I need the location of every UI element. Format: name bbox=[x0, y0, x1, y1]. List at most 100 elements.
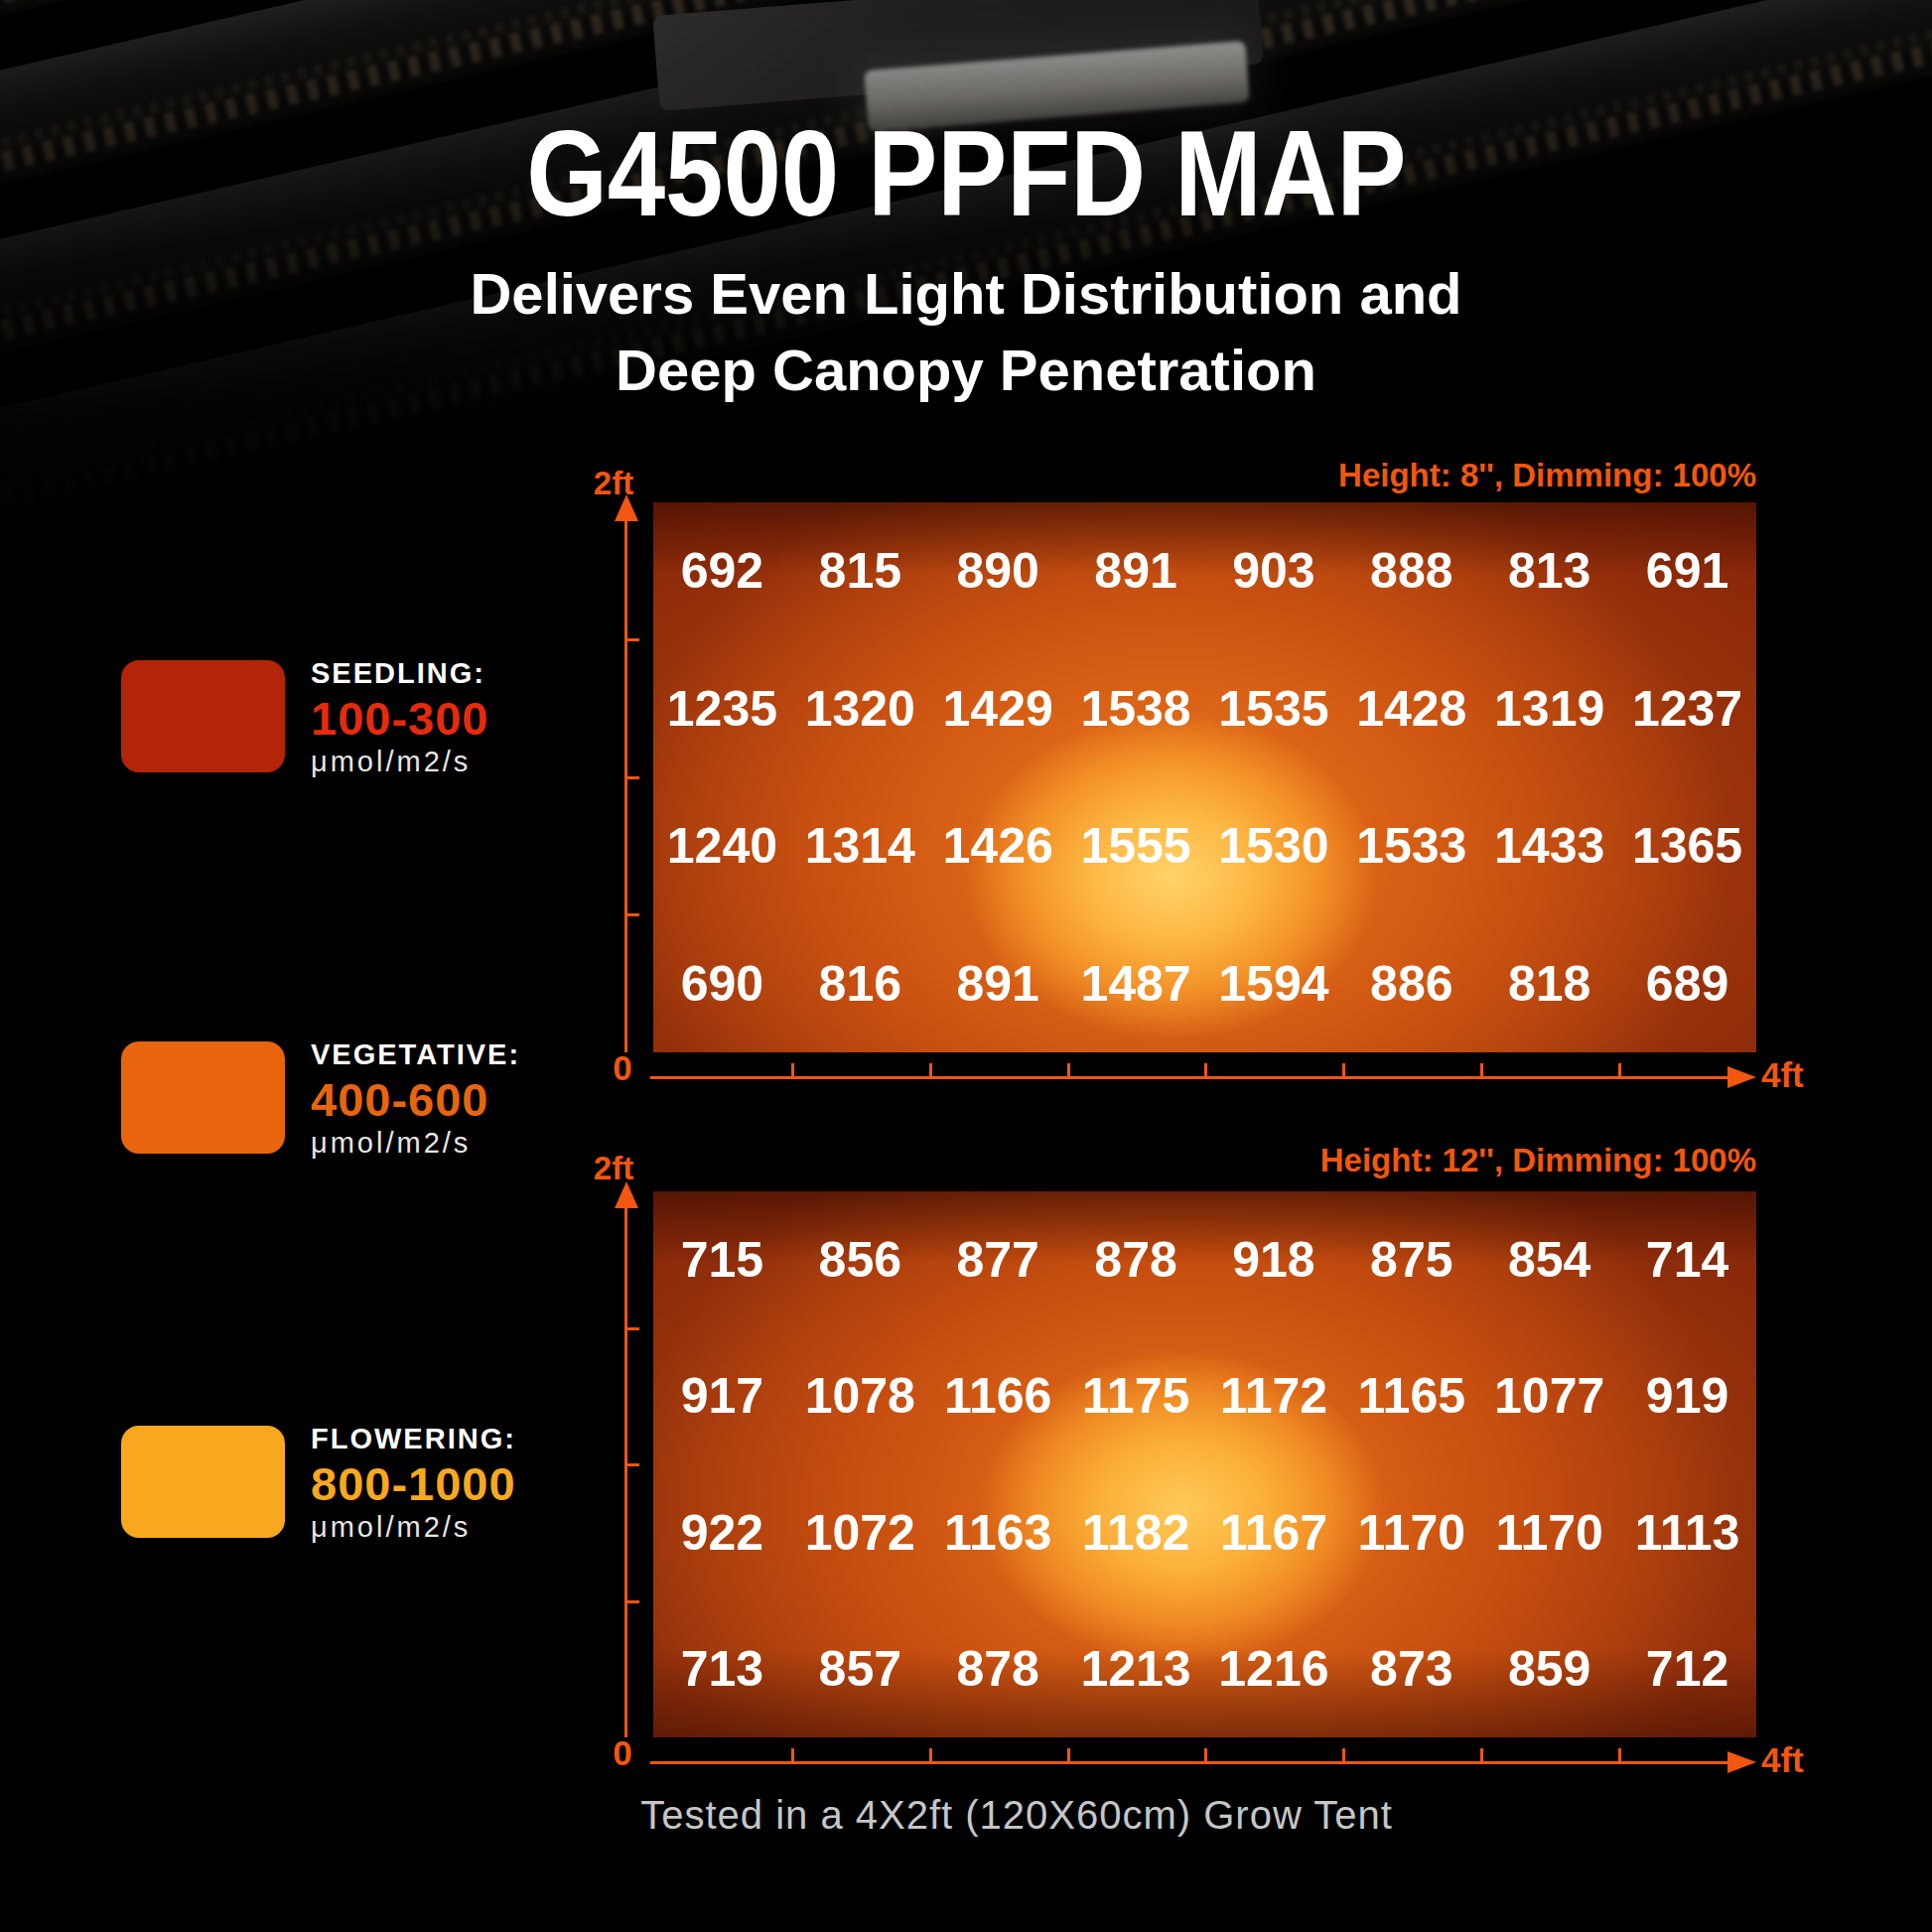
ppfd-value: 691 bbox=[1618, 502, 1756, 640]
ppfd-value: 891 bbox=[929, 915, 1067, 1053]
subtitle-line-1: Delivers Even Light Distribution and bbox=[0, 255, 1932, 332]
flowering-swatch bbox=[121, 1426, 285, 1538]
ppfd-value: 1535 bbox=[1205, 640, 1343, 778]
chart2-ytick bbox=[627, 1327, 639, 1330]
ppfd-value: 1320 bbox=[791, 640, 929, 778]
ppfd-value: 1426 bbox=[929, 777, 1067, 915]
chart1-origin-label: 0 bbox=[601, 1048, 644, 1088]
chart1-xtick bbox=[1480, 1063, 1483, 1076]
chart2-heatmap: 7158568778789188758547149171078116611751… bbox=[653, 1191, 1756, 1737]
ppfd-value: 1235 bbox=[653, 640, 791, 778]
ppfd-value: 918 bbox=[1205, 1191, 1343, 1328]
vegetative-swatch bbox=[121, 1041, 285, 1154]
ppfd-value: 1175 bbox=[1067, 1328, 1205, 1465]
chart1-xtick bbox=[929, 1063, 932, 1076]
ppfd-value: 1433 bbox=[1480, 777, 1618, 915]
ppfd-value: 875 bbox=[1342, 1191, 1480, 1328]
ppfd-value: 1237 bbox=[1618, 640, 1756, 778]
vegetative-range: 400-600 bbox=[311, 1075, 728, 1125]
chart1-header: Height: 8'', Dimming: 100% bbox=[653, 457, 1756, 494]
ppfd-value: 878 bbox=[929, 1601, 1067, 1738]
seedling-swatch bbox=[121, 660, 285, 772]
ppfd-value: 1172 bbox=[1205, 1328, 1343, 1465]
ppfd-value: 1167 bbox=[1205, 1464, 1343, 1601]
chart2-origin-label: 0 bbox=[601, 1733, 644, 1773]
chart2-ytick bbox=[627, 1600, 639, 1603]
chart1-xtick bbox=[1204, 1063, 1207, 1076]
chart1-yaxis bbox=[624, 519, 627, 1052]
chart1-xtick bbox=[1342, 1063, 1345, 1076]
chart2-yaxis-arrow bbox=[615, 1181, 638, 1208]
ppfd-value: 1170 bbox=[1480, 1464, 1618, 1601]
chart2-xtick bbox=[1342, 1748, 1345, 1761]
ppfd-value: 713 bbox=[653, 1601, 791, 1738]
chart1-xtick bbox=[791, 1063, 794, 1076]
chart1-xaxis-arrow bbox=[1727, 1066, 1756, 1088]
ppfd-value: 1365 bbox=[1618, 777, 1756, 915]
ppfd-value: 919 bbox=[1618, 1328, 1756, 1465]
ppfd-value: 1429 bbox=[929, 640, 1067, 778]
ppfd-value: 854 bbox=[1480, 1191, 1618, 1328]
ppfd-value: 1216 bbox=[1205, 1601, 1343, 1738]
ppfd-value: 873 bbox=[1342, 1601, 1480, 1738]
ppfd-value: 692 bbox=[653, 502, 791, 640]
ppfd-value: 903 bbox=[1205, 502, 1343, 640]
ppfd-value: 1163 bbox=[929, 1464, 1067, 1601]
ppfd-value: 1182 bbox=[1067, 1464, 1205, 1601]
footer-note: Tested in a 4X2ft (120X60cm) Grow Tent bbox=[640, 1793, 1393, 1838]
chart2-xaxis bbox=[650, 1761, 1727, 1764]
chart1-ytick bbox=[627, 638, 639, 641]
chart2-xtick bbox=[791, 1748, 794, 1761]
chart1-ymax-label: 2ft bbox=[574, 465, 653, 502]
ppfd-value: 890 bbox=[929, 502, 1067, 640]
ppfd-value: 859 bbox=[1480, 1601, 1618, 1738]
ppfd-value: 886 bbox=[1342, 915, 1480, 1053]
chart1-ytick bbox=[627, 913, 639, 916]
ppfd-value: 857 bbox=[791, 1601, 929, 1738]
ppfd-value: 1113 bbox=[1618, 1464, 1756, 1601]
ppfd-value: 1538 bbox=[1067, 640, 1205, 778]
ppfd-value: 891 bbox=[1067, 502, 1205, 640]
ppfd-value: 1555 bbox=[1067, 777, 1205, 915]
ppfd-value: 816 bbox=[791, 915, 929, 1053]
ppfd-value: 1166 bbox=[929, 1328, 1067, 1465]
ppfd-value: 714 bbox=[1618, 1191, 1756, 1328]
ppfd-value: 689 bbox=[1618, 915, 1756, 1053]
ppfd-value: 1077 bbox=[1480, 1328, 1618, 1465]
chart2-xtick bbox=[929, 1748, 932, 1761]
chart2-xtick bbox=[1480, 1748, 1483, 1761]
page-title: G4500 PPFD MAP bbox=[0, 113, 1932, 234]
ppfd-value: 818 bbox=[1480, 915, 1618, 1053]
ppfd-value: 1240 bbox=[653, 777, 791, 915]
page: G4500 PPFD MAP Delivers Even Light Distr… bbox=[0, 0, 1932, 1932]
ppfd-value: 1165 bbox=[1342, 1328, 1480, 1465]
ppfd-value: 878 bbox=[1067, 1191, 1205, 1328]
chart1-grid: 6928158908919038888136911235132014291538… bbox=[653, 502, 1756, 1052]
ppfd-value: 877 bbox=[929, 1191, 1067, 1328]
ppfd-value: 1213 bbox=[1067, 1601, 1205, 1738]
ppfd-value: 1078 bbox=[791, 1328, 929, 1465]
chart1-xmax-label: 4ft bbox=[1761, 1055, 1804, 1095]
chart2-header: Height: 12'', Dimming: 100% bbox=[653, 1142, 1756, 1179]
chart1-heatmap: 6928158908919038888136911235132014291538… bbox=[653, 502, 1756, 1052]
chart2-ymax-label: 2ft bbox=[574, 1150, 653, 1187]
chart2-yaxis bbox=[624, 1206, 627, 1737]
ppfd-value: 1487 bbox=[1067, 915, 1205, 1053]
ppfd-value: 1170 bbox=[1342, 1464, 1480, 1601]
ppfd-value: 1533 bbox=[1342, 777, 1480, 915]
ppfd-value: 1594 bbox=[1205, 915, 1343, 1053]
ppfd-value: 715 bbox=[653, 1191, 791, 1328]
ppfd-value: 1319 bbox=[1480, 640, 1618, 778]
chart2-xmax-label: 4ft bbox=[1761, 1740, 1804, 1780]
chart2-xtick bbox=[1618, 1748, 1621, 1761]
chart1-yaxis-arrow bbox=[615, 494, 638, 521]
ppfd-value: 1530 bbox=[1205, 777, 1343, 915]
ppfd-value: 888 bbox=[1342, 502, 1480, 640]
ppfd-value: 917 bbox=[653, 1328, 791, 1465]
ppfd-value: 690 bbox=[653, 915, 791, 1053]
chart2-xaxis-arrow bbox=[1727, 1751, 1756, 1773]
ppfd-value: 815 bbox=[791, 502, 929, 640]
chart2-xtick bbox=[1204, 1748, 1207, 1761]
ppfd-value: 1072 bbox=[791, 1464, 929, 1601]
chart2-grid: 7158568778789188758547149171078116611751… bbox=[653, 1191, 1756, 1737]
